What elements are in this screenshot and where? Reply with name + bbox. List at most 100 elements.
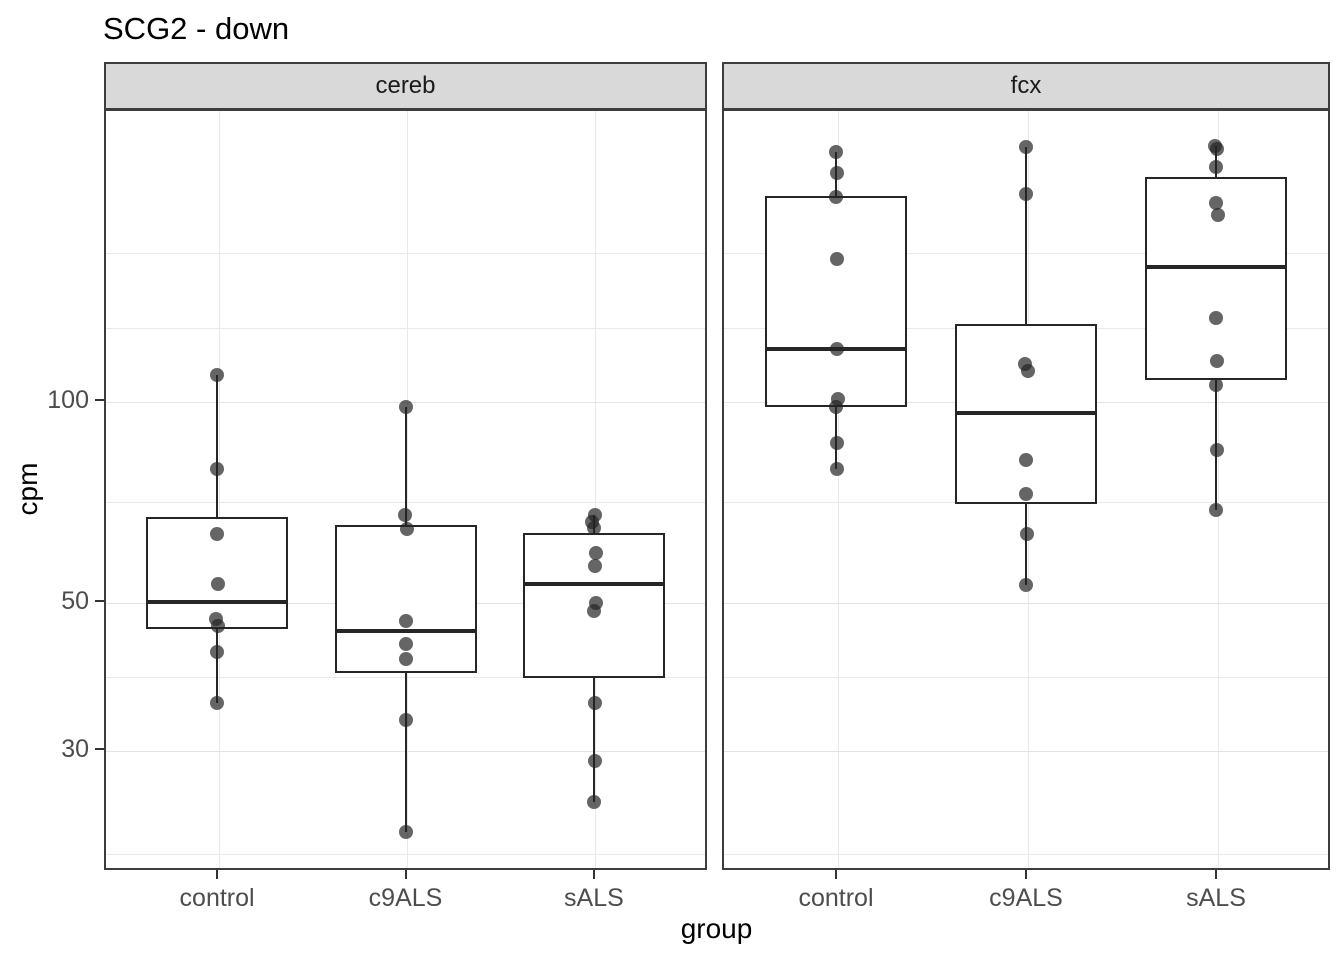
y-tick-label: 100 <box>47 386 89 415</box>
plot-title: SCG2 - down <box>103 11 290 46</box>
x-tick-mark <box>1025 870 1027 879</box>
boxplot-whisker-lower <box>216 629 219 704</box>
boxplot-box <box>334 524 477 674</box>
boxplot-median <box>955 411 1097 416</box>
facet-strip: fcx <box>722 62 1330 110</box>
boxplot-median <box>146 599 289 604</box>
x-tick-mark <box>592 870 595 879</box>
data-point <box>1019 186 1033 201</box>
boxplot-whisker-lower <box>404 673 407 833</box>
data-point <box>1210 442 1224 457</box>
boxplot-median <box>334 629 477 634</box>
data-point <box>211 576 226 591</box>
data-point <box>398 613 413 628</box>
data-point <box>210 644 225 659</box>
gridline-x <box>218 111 220 868</box>
data-point <box>1209 503 1223 518</box>
data-point <box>211 618 226 633</box>
data-point <box>1209 196 1223 211</box>
boxplot-whisker-upper <box>216 374 219 518</box>
data-point <box>830 166 844 181</box>
data-point <box>587 695 602 710</box>
facet-panel <box>104 109 707 870</box>
data-point <box>830 251 844 266</box>
y-tick-mark <box>95 600 104 603</box>
data-point <box>398 636 413 651</box>
data-point <box>586 795 601 810</box>
data-point <box>210 526 225 541</box>
data-point <box>398 399 413 414</box>
gridline-minor <box>106 327 705 329</box>
x-tick-mark <box>216 870 219 879</box>
x-tick-mark <box>835 870 837 879</box>
x-tick-label: c9ALS <box>368 884 443 912</box>
data-point <box>1019 486 1033 501</box>
data-point <box>210 367 225 382</box>
data-point <box>587 754 602 769</box>
x-tick-mark <box>404 870 407 879</box>
x-tick-label: control <box>798 884 874 912</box>
gridline-major <box>724 602 1328 605</box>
gridline-minor <box>106 854 705 856</box>
facet-strip: cereb <box>104 62 707 110</box>
data-point <box>587 558 602 573</box>
data-point <box>210 461 225 476</box>
facet-panel <box>722 109 1330 870</box>
boxplot-whisker-lower <box>592 678 595 803</box>
data-point <box>586 603 601 618</box>
data-point <box>399 522 414 537</box>
gridline-x <box>595 111 597 868</box>
gridline-x <box>837 111 839 868</box>
boxplot-whisker-upper <box>404 406 407 525</box>
data-point <box>829 399 843 414</box>
facet-strip-label: cereb <box>375 72 436 99</box>
x-tick-mark <box>1215 870 1217 879</box>
y-axis-title: cpm <box>12 462 43 516</box>
data-point <box>398 825 413 840</box>
x-tick-label: control <box>179 884 255 912</box>
x-tick-label: c9ALS <box>989 884 1063 912</box>
y-tick-mark <box>95 748 104 751</box>
facet-strip-label: fcx <box>1010 72 1042 99</box>
boxplot-whisker-upper <box>1025 146 1027 324</box>
data-point <box>398 713 413 728</box>
gridline-major <box>724 750 1328 753</box>
data-point <box>398 651 413 666</box>
data-point <box>210 696 225 711</box>
data-point <box>397 507 412 522</box>
data-point <box>1019 139 1033 154</box>
data-point <box>1209 378 1223 393</box>
gridline-minor <box>724 677 1328 679</box>
gridline-x <box>1217 111 1219 868</box>
boxplot-box <box>765 196 907 408</box>
data-point <box>1210 142 1224 157</box>
data-point <box>586 521 601 536</box>
data-point <box>588 546 603 561</box>
gridline-minor <box>106 252 705 254</box>
data-point <box>1209 311 1223 326</box>
gridline-minor <box>724 854 1328 856</box>
boxplot-whisker-lower <box>1025 503 1027 586</box>
data-point <box>1020 526 1034 541</box>
data-point <box>1210 353 1224 368</box>
boxplot-median <box>1145 265 1287 270</box>
gridline-x <box>407 111 408 868</box>
y-tick-label: 30 <box>61 735 89 764</box>
x-tick-label: sALS <box>564 884 624 912</box>
y-tick-label: 50 <box>61 587 89 616</box>
data-point <box>1019 453 1033 468</box>
x-axis-title: group <box>680 913 753 944</box>
data-point <box>830 462 844 477</box>
data-point <box>1209 159 1223 174</box>
data-point <box>830 435 844 450</box>
data-point <box>829 189 843 204</box>
data-point <box>829 144 843 159</box>
data-point <box>1211 207 1225 222</box>
boxplot-median <box>522 582 665 587</box>
data-point <box>1021 363 1035 378</box>
data-point <box>1019 578 1033 593</box>
x-tick-label: sALS <box>1186 884 1246 912</box>
y-tick-mark <box>95 399 104 402</box>
data-point <box>830 342 844 357</box>
